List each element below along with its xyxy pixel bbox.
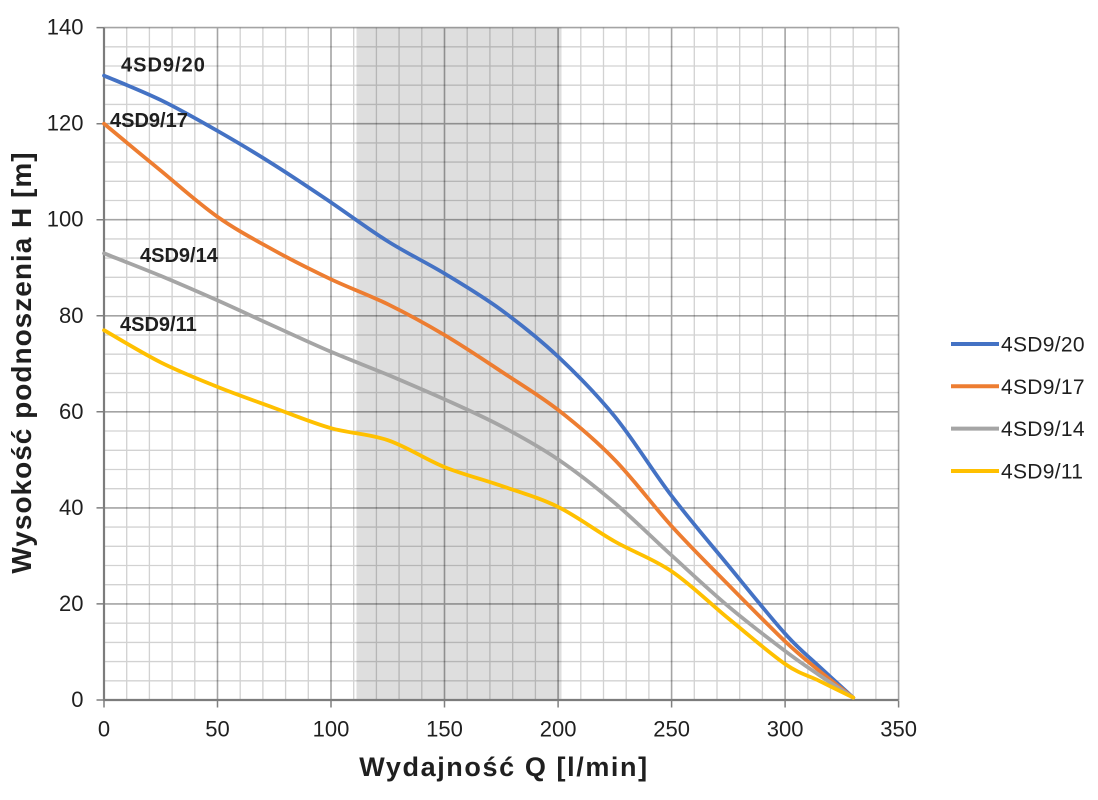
svg-text:0: 0	[98, 717, 110, 742]
svg-text:4SD9/14: 4SD9/14	[1001, 418, 1085, 441]
svg-text:4SD9/14: 4SD9/14	[140, 245, 219, 267]
svg-text:80: 80	[59, 303, 83, 328]
svg-text:40: 40	[59, 495, 83, 520]
svg-text:Wysokość podnoszenia H [m]: Wysokość podnoszenia H [m]	[6, 151, 37, 573]
svg-text:50: 50	[205, 717, 229, 742]
svg-text:20: 20	[59, 591, 83, 616]
svg-text:100: 100	[313, 717, 350, 742]
svg-text:150: 150	[426, 717, 463, 742]
svg-text:250: 250	[653, 717, 690, 742]
svg-text:4SD9/17: 4SD9/17	[1001, 376, 1085, 399]
svg-text:120: 120	[47, 111, 84, 136]
svg-text:4SD9/11: 4SD9/11	[120, 314, 197, 336]
svg-text:200: 200	[540, 717, 577, 742]
svg-text:350: 350	[880, 717, 917, 742]
svg-text:300: 300	[767, 717, 804, 742]
svg-text:4SD9/17: 4SD9/17	[110, 110, 188, 132]
svg-text:0: 0	[71, 687, 83, 712]
svg-text:4SD9/11: 4SD9/11	[1001, 461, 1083, 484]
svg-text:60: 60	[59, 399, 83, 424]
svg-text:140: 140	[47, 15, 84, 40]
svg-text:4SD9/20: 4SD9/20	[1001, 334, 1085, 357]
svg-text:4SD9/20: 4SD9/20	[121, 55, 206, 77]
svg-text:Wydajność Q [l/min]: Wydajność Q [l/min]	[359, 752, 648, 782]
svg-text:100: 100	[47, 207, 84, 232]
